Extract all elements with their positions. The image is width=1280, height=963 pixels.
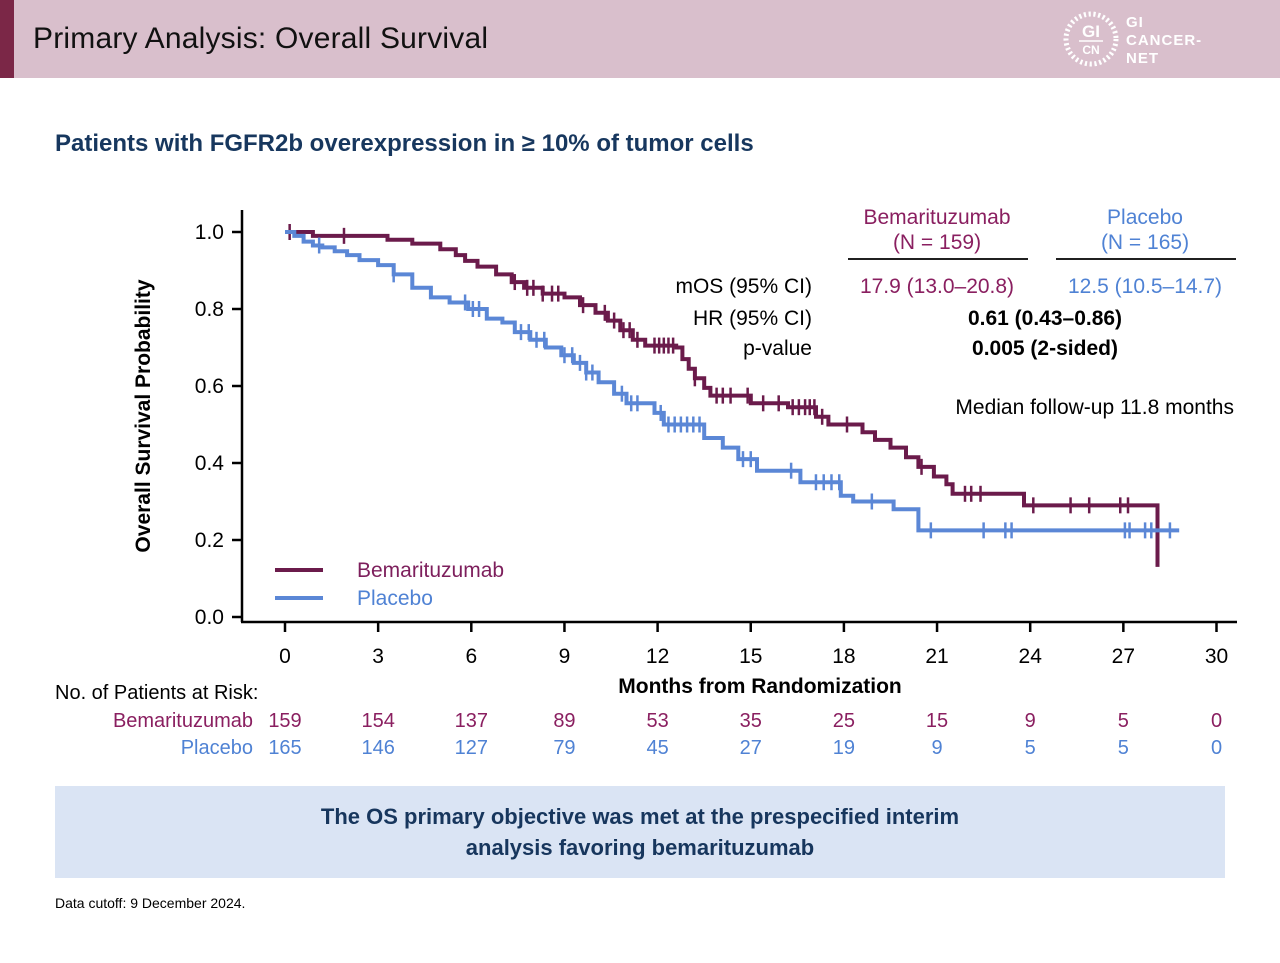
y-tick-label: 0.6: [195, 375, 224, 398]
risk-count-bemarituzumab: 15: [926, 710, 948, 732]
conclusion-line2: analysis favoring bemarituzumab: [465, 835, 815, 860]
risk-count-bemarituzumab: 137: [455, 710, 488, 732]
laurel-wreath-icon: [1063, 11, 1119, 67]
y-tick-label: 1.0: [195, 221, 224, 244]
median-followup-text: Median follow-up 11.8 months: [955, 396, 1234, 419]
stats-col-placebo-name: Placebo: [1107, 206, 1183, 229]
curve-bemarituzumab: [285, 230, 1160, 567]
logo-name-line1: GI: [1126, 14, 1144, 31]
x-tick-label: 0: [279, 645, 291, 668]
gi-cancer-net-logo: GI CN GI CANCER- NET: [1062, 9, 1222, 74]
risk-count-placebo: 5: [1025, 737, 1036, 759]
risk-count-placebo: 146: [361, 737, 394, 759]
x-axis-ticks: 0 3 6 9 12 15 18 21 24 27 30: [279, 622, 1228, 668]
x-tick-label: 9: [559, 645, 571, 668]
x-tick-label: 15: [739, 645, 762, 668]
y-axis-ticks: 0.0 0.2 0.4 0.6 0.8 1.0: [195, 221, 242, 629]
risk-row-label-placebo: Placebo: [181, 737, 253, 759]
stats-mos-placebo: 12.5 (10.5–14.7): [1068, 275, 1222, 298]
risk-count-placebo: 165: [268, 737, 301, 759]
header-accent-bar: [0, 0, 14, 78]
stats-table: Bemarituzumab (N = 159) Placebo (N = 165…: [675, 206, 1236, 419]
risk-count-bemarituzumab: 5: [1118, 710, 1129, 732]
risk-count-bemarituzumab: 159: [268, 710, 301, 732]
y-tick-label: 0.2: [195, 529, 224, 552]
risk-row-label-bemarituzumab: Bemarituzumab: [113, 710, 253, 732]
y-tick-label: 0.4: [195, 452, 225, 475]
x-axis-title: Months from Randomization: [618, 675, 901, 698]
risk-count-placebo: 9: [931, 737, 942, 759]
logo-name-line3: NET: [1126, 50, 1159, 67]
x-tick-label: 30: [1205, 645, 1228, 668]
data-cutoff-footnote: Data cutoff: 9 December 2024.: [55, 895, 246, 911]
page-title: Primary Analysis: Overall Survival: [33, 22, 489, 55]
x-tick-label: 6: [465, 645, 477, 668]
risk-count-placebo: 19: [833, 737, 855, 759]
legend-label-bemarituzumab: Bemarituzumab: [357, 559, 504, 582]
risk-count-bemarituzumab: 35: [740, 710, 762, 732]
conclusion-line1: The OS primary objective was met at the …: [320, 804, 960, 829]
y-tick-label: 0.8: [195, 298, 224, 321]
km-plot-svg: 0.0 0.2 0.4 0.6 0.8 1.0 0 3 6 9 12 15 18 21 24 27 30 Ov…: [55, 206, 1237, 759]
x-tick-label: 3: [372, 645, 384, 668]
risk-count-placebo: 127: [455, 737, 488, 759]
risk-count-placebo: 0: [1211, 737, 1222, 759]
risk-count-bemarituzumab: 25: [833, 710, 855, 732]
stats-hr-value: 0.61 (0.43–0.86): [968, 307, 1122, 330]
stats-p-value: 0.005 (2-sided): [972, 337, 1118, 360]
x-tick-label: 12: [646, 645, 669, 668]
stats-col-bema-name: Bemarituzumab: [863, 206, 1010, 229]
stats-mos-bema: 17.9 (13.0–20.8): [860, 275, 1014, 298]
y-axis-title: Overall Survival Probability: [132, 279, 155, 552]
x-tick-label: 18: [832, 645, 855, 668]
risk-count-placebo: 27: [740, 737, 762, 759]
risk-count-bemarituzumab: 0: [1211, 710, 1222, 732]
risk-count-bemarituzumab: 9: [1025, 710, 1036, 732]
risk-count-placebo: 45: [646, 737, 668, 759]
risk-table-header: No. of Patients at Risk:: [55, 682, 258, 704]
risk-count-placebo: 5: [1118, 737, 1129, 759]
km-chart: 0.0 0.2 0.4 0.6 0.8 1.0 0 3 6 9 12 15 18 21 24 27 30 Ov…: [20, 192, 1260, 770]
logo-name-line2: CANCER-: [1126, 32, 1202, 49]
legend-label-placebo: Placebo: [357, 587, 433, 610]
risk-table: No. of Patients at Risk: Bemarituzumab P…: [55, 682, 1222, 759]
survival-curves: [285, 224, 1180, 567]
y-tick-label: 0.0: [195, 606, 224, 629]
conclusion-callout: The OS primary objective was met at the …: [55, 786, 1225, 878]
stats-mos-label: mOS (95% CI): [675, 275, 812, 298]
stats-col-placebo-n: (N = 165): [1101, 231, 1189, 254]
x-tick-label: 24: [1019, 645, 1043, 668]
header-bar: Primary Analysis: Overall Survival GI CN…: [0, 0, 1280, 78]
risk-count-bemarituzumab: 53: [646, 710, 668, 732]
slide-subtitle: Patients with FGFR2b overexpression in ≥…: [55, 130, 754, 157]
logo-monogram-top: GI: [1082, 22, 1100, 41]
logo-monogram-bottom: CN: [1082, 43, 1099, 57]
x-tick-label: 21: [925, 645, 948, 668]
curve-placebo: [285, 230, 1180, 533]
risk-count-placebo: 79: [553, 737, 575, 759]
logo-graphic: GI CN GI CANCER- NET: [1063, 11, 1202, 67]
stats-col-bema-n: (N = 159): [893, 231, 981, 254]
risk-count-bemarituzumab: 89: [553, 710, 575, 732]
legend: Bemarituzumab Placebo: [275, 559, 504, 610]
stats-hr-label: HR (95% CI): [693, 307, 812, 330]
x-tick-label: 27: [1112, 645, 1135, 668]
risk-count-bemarituzumab: 154: [361, 710, 394, 732]
stats-p-label: p-value: [743, 337, 812, 360]
